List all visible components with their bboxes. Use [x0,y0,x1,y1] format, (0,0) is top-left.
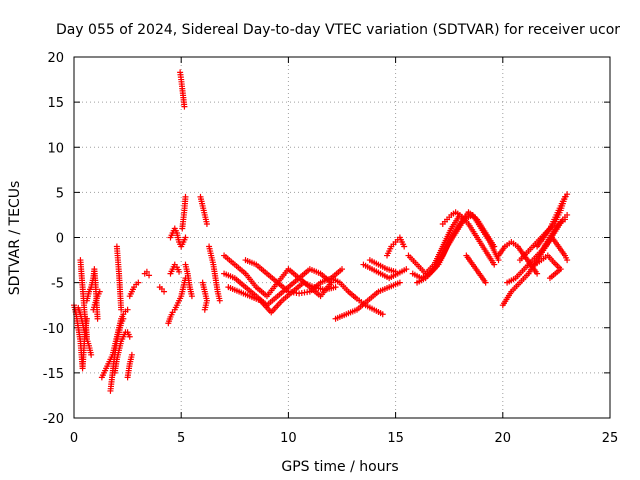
data-point [88,351,95,358]
y-tick-label: 0 [56,232,64,247]
y-tick-label: 5 [56,186,64,201]
data-point [564,257,571,264]
data-point [339,266,345,273]
data-point [564,191,571,198]
data-point [143,268,150,275]
y-tick-label: -10 [43,322,64,337]
data-point [146,272,153,279]
grid-lines [74,57,610,418]
data-point [534,270,541,277]
data-point [96,288,103,295]
data-point [491,243,498,250]
y-tick-label: 10 [47,141,64,156]
data-point [332,284,339,291]
data-point [120,315,127,322]
x-tick-label: 0 [70,431,78,446]
y-axis-label: SDTVAR / TECUs [7,181,23,296]
x-tick-label: 25 [602,431,619,446]
data-point [181,103,188,110]
x-tick-label: 5 [177,431,185,446]
data-point [135,279,142,286]
data-point [561,216,568,223]
x-tick-label: 20 [495,431,512,446]
data-point [124,306,131,313]
data-point [491,261,498,268]
data-point [201,306,208,313]
y-tick-label: 15 [47,96,64,111]
data-point [401,243,408,250]
data-point [188,293,195,300]
plot-frame [73,56,611,419]
data-point [161,288,168,295]
data-point [392,268,399,275]
y-tick-label: -20 [43,412,64,427]
data-point [182,193,189,200]
data-point [403,266,410,273]
data-point [176,268,183,275]
x-tick-label: 10 [280,431,297,446]
data-point [216,297,223,304]
x-tick-label: 15 [387,431,404,446]
data-point [396,279,403,286]
data-point [126,333,133,340]
data-point [182,234,189,241]
data-point [118,306,125,313]
x-axis-label: GPS time / hours [281,459,398,475]
data-points [71,69,571,394]
data-point [456,211,463,218]
y-tick-label: -5 [51,277,64,292]
data-point [564,211,571,218]
data-point [128,351,135,358]
chart-title: Day 055 of 2024, Sidereal Day-to-day VTE… [56,22,620,38]
data-point [203,220,210,227]
data-point [482,279,489,286]
data-point [546,275,553,282]
y-tick-label: 20 [47,51,64,66]
data-point [94,315,101,322]
data-point [379,311,386,318]
y-tick-label: -15 [43,367,64,382]
